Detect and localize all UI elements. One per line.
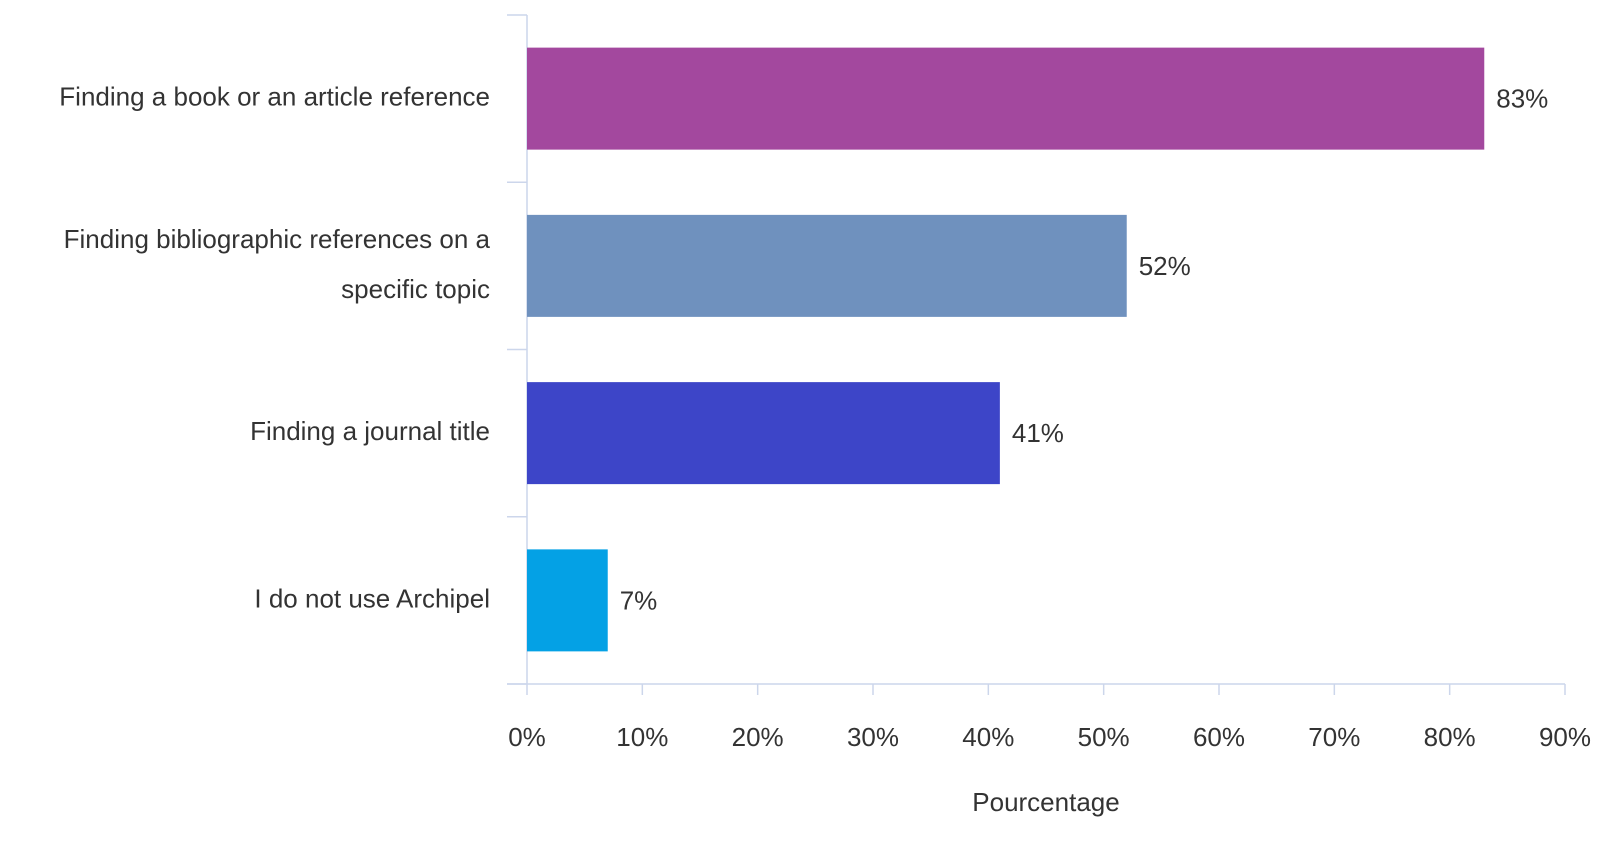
value-label: 52% <box>1139 251 1191 281</box>
y-tick-label: I do not use Archipel <box>254 583 490 613</box>
x-tick-label: 10% <box>616 722 668 752</box>
x-tick-label: 30% <box>847 722 899 752</box>
x-tick-label: 90% <box>1539 722 1591 752</box>
x-tick-label: 70% <box>1308 722 1360 752</box>
y-tick-label: Finding bibliographic references on a spe… <box>64 224 491 304</box>
bar <box>527 47 1485 150</box>
y-tick-label: Finding a book or an article reference <box>59 82 490 112</box>
x-tick-label: 50% <box>1078 722 1130 752</box>
value-label: 7% <box>620 585 658 615</box>
x-tick-label: 0% <box>508 722 546 752</box>
x-tick-label: 80% <box>1424 722 1476 752</box>
x-axis-title: Pourcentage <box>972 787 1119 817</box>
x-tick-label: 20% <box>732 722 784 752</box>
x-tick-label: 40% <box>962 722 1014 752</box>
bar <box>527 214 1127 317</box>
y-tick-label: Finding a journal title <box>250 416 490 446</box>
bar <box>527 549 608 652</box>
bar <box>527 382 1000 485</box>
value-label: 41% <box>1012 418 1064 448</box>
value-label: 83% <box>1496 84 1548 114</box>
x-tick-label: 60% <box>1193 722 1245 752</box>
